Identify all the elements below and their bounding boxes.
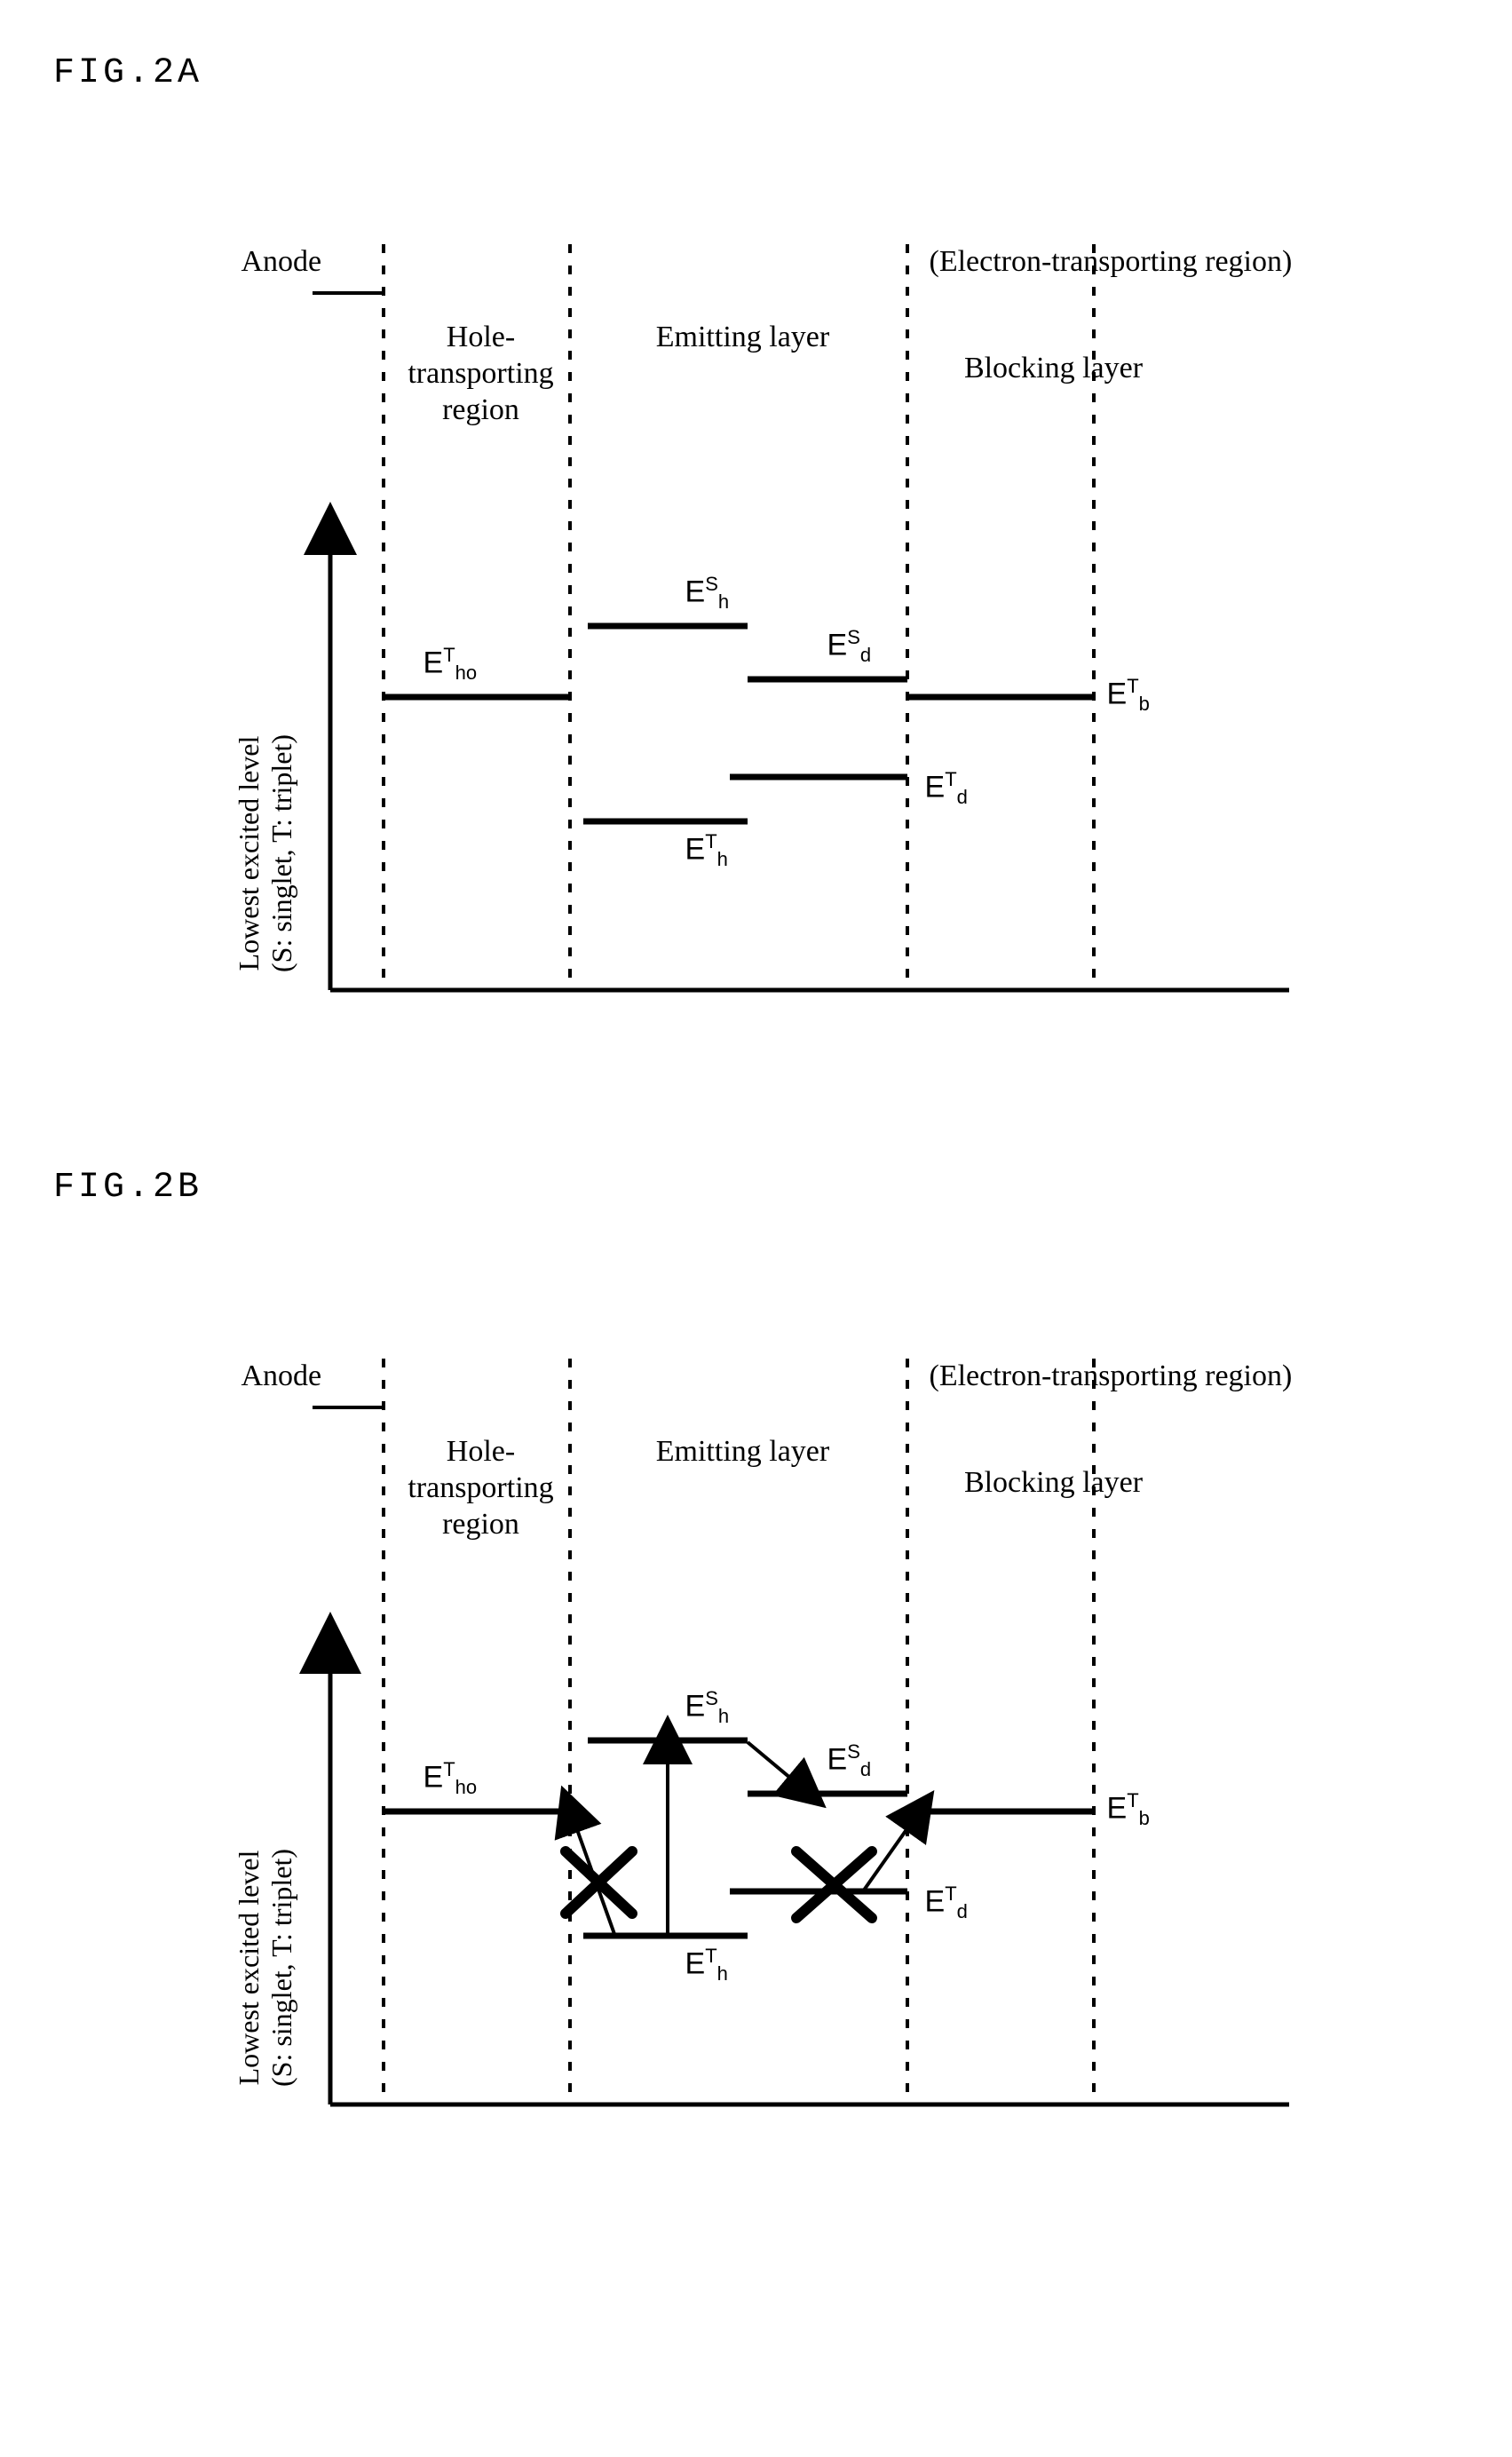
cross-right [796,1851,872,1918]
figure-a-diagram: Lowest excited level (S: singlet, T: tri… [135,129,1378,1061]
figure-a-title: FIG.2A [53,53,1476,93]
cross-left [566,1851,632,1914]
figure-b-svg [135,1243,1378,2176]
figure-b-diagram: Lowest excited level (S: singlet, T: tri… [135,1243,1378,2176]
figure-b-title: FIG.2B [53,1168,1476,1208]
figure-a-svg [135,129,1378,1061]
